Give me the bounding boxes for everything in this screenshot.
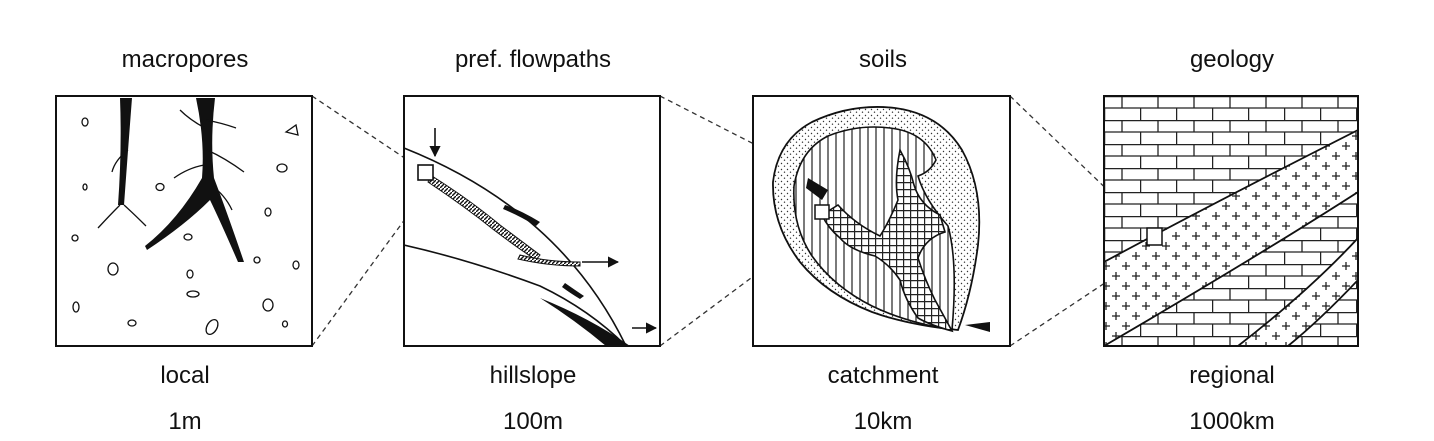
bedrock-boundary [404,244,627,346]
soil-zone-gridded [820,147,954,333]
panel-title-geology: geology [1189,46,1275,73]
panel-hillslope [403,95,661,347]
soil-aggregates [71,117,300,336]
panel-geology [1103,95,1359,347]
zoom-box [417,164,434,181]
flow-arrows [429,128,658,334]
scale-label-local: local [160,362,210,389]
panel-title-flowpaths: pref. flowpaths [454,46,612,73]
hillslope-surface [404,147,627,346]
size-label-100m: 100m [502,408,564,435]
panel-title-macropores: macropores [121,46,249,73]
root-channels [118,98,244,262]
zoom-box [1146,227,1163,246]
scale-label-hillslope: hillslope [489,362,577,389]
panel-title-soils: soils [858,46,907,73]
stream-outlet [965,322,990,332]
stream-channel [806,178,828,200]
panel-macropores [55,95,313,347]
panel-catchment [752,95,1011,347]
size-label-1m: 1m [168,408,202,435]
scale-label-catchment: catchment [827,362,939,389]
preferential-flowpaths [427,175,584,299]
saturated-wedge [540,298,630,346]
zoom-box [814,204,830,220]
size-label-1000km: 1000km [1189,408,1275,435]
size-label-10km: 10km [853,408,913,435]
scale-label-regional: regional [1189,362,1275,389]
root-branches [97,109,245,229]
